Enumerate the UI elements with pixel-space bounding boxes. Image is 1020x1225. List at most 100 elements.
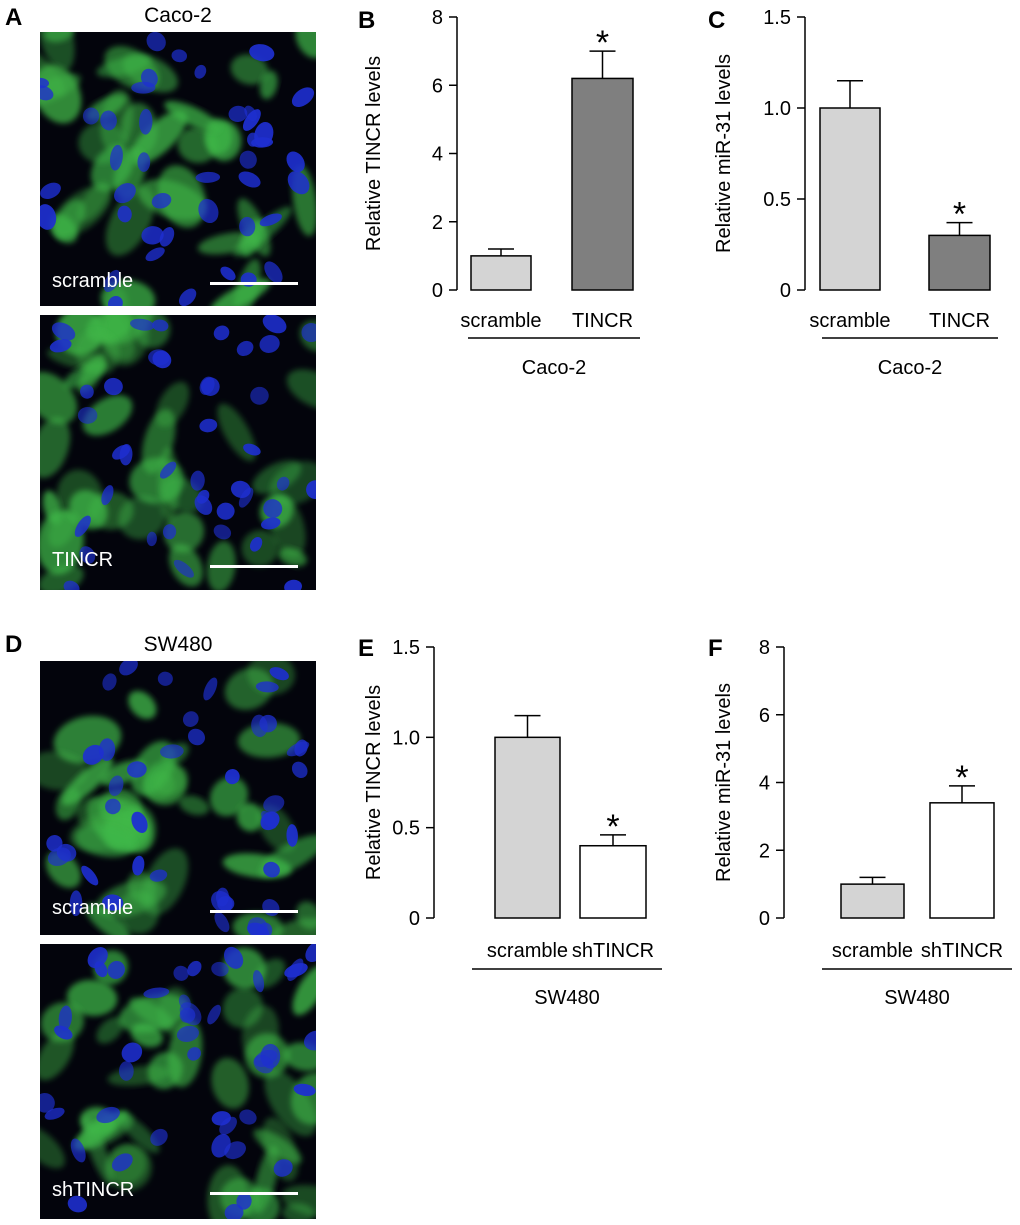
nucleus: [182, 711, 199, 727]
cytoplasm-region: [278, 547, 307, 567]
bar: [819, 107, 881, 291]
cytoplasm-region: [118, 993, 189, 1033]
nucleus: [230, 480, 251, 498]
nucleus: [215, 887, 229, 907]
nucleus: [63, 580, 80, 590]
nucleus: [67, 1195, 88, 1213]
nucleus: [236, 340, 254, 357]
nucleus: [117, 205, 132, 223]
y-tick-label: 0.5: [763, 189, 791, 211]
cytoplasm-region: [85, 903, 131, 935]
nucleus: [143, 987, 170, 999]
nucleus: [119, 661, 138, 676]
y-tick-label: 4: [432, 144, 443, 166]
nucleus: [146, 531, 157, 547]
nucleus: [239, 1109, 257, 1125]
bar: [470, 255, 532, 291]
y-axis-label: Relative miR-31 levels: [713, 683, 735, 882]
y-tick-label: 1.0: [392, 727, 420, 749]
nucleus: [286, 151, 305, 173]
panel-letter: C: [708, 7, 725, 34]
cytoplasm-region: [82, 394, 133, 436]
micrograph-sw480-scramble: scramble: [40, 661, 316, 935]
nucleus: [69, 890, 83, 917]
cytoplasm-region: [66, 979, 118, 1017]
cytoplasm-region: [40, 417, 71, 478]
nucleus: [263, 795, 285, 813]
cytoplasm-region: [210, 278, 271, 306]
category-label: scramble: [460, 310, 541, 332]
cytoplasm-region: [130, 110, 188, 165]
y-tick-label: 0: [759, 908, 770, 930]
y-tick-label: 1.5: [763, 7, 791, 29]
cytoplasm-region: [77, 353, 106, 394]
panel-letter: E: [358, 635, 374, 662]
cytoplasm-region: [155, 381, 190, 428]
nucleus: [195, 171, 221, 183]
nucleus: [159, 227, 175, 247]
nucleus: [187, 728, 206, 746]
cytoplasm-region: [217, 403, 256, 462]
micrograph-label: shTINCR: [52, 1179, 135, 1201]
nucleus: [51, 322, 76, 341]
nucleus: [242, 109, 261, 131]
nucleus: [199, 376, 215, 395]
nucleus: [224, 1203, 244, 1219]
cytoplasm-region: [40, 1125, 66, 1169]
nucleus: [104, 377, 123, 396]
nucleus: [108, 775, 124, 796]
y-tick-label: 0: [409, 908, 420, 930]
nucleus: [249, 44, 275, 62]
cytoplasm-region: [259, 70, 278, 100]
scale-bar: [210, 910, 298, 913]
cytoplasm-region: [209, 776, 249, 817]
significance-marker: *: [606, 808, 619, 846]
y-tick-label: 2: [432, 212, 443, 234]
nucleus: [79, 546, 96, 564]
y-axis-label: Relative TINCR levels: [363, 685, 385, 880]
nucleus: [261, 517, 281, 530]
cytoplasm-region: [128, 690, 157, 720]
micrograph-caco2-scramble: scramble: [40, 32, 316, 306]
cytoplasm-region: [40, 371, 78, 424]
nucleus: [152, 319, 169, 332]
nucleus: [287, 171, 310, 195]
category-label: TINCR: [572, 310, 633, 332]
micrograph-label: TINCR: [52, 549, 114, 571]
cytoplasm-region: [164, 100, 221, 132]
nucleus: [159, 744, 184, 759]
nucleus: [40, 204, 57, 230]
nucleus: [107, 960, 125, 979]
nucleus: [87, 947, 108, 969]
nucleus: [259, 714, 277, 733]
cytoplasm-region: [118, 495, 166, 540]
nucleus: [213, 325, 230, 341]
bar: [929, 802, 995, 919]
nucleus: [149, 869, 168, 882]
y-tick-label: 2: [759, 840, 770, 862]
nucleus: [213, 524, 232, 540]
nucleus: [198, 198, 219, 224]
nucleus: [130, 318, 155, 331]
cytoplasm-region: [178, 795, 210, 816]
cytoplasm-region: [264, 1070, 316, 1137]
nucleus: [49, 339, 72, 353]
nucleus: [284, 579, 302, 590]
nucleus: [253, 1054, 274, 1074]
y-tick-label: 1.5: [392, 637, 420, 659]
significance-marker: *: [596, 24, 609, 62]
nucleus: [141, 226, 164, 245]
bar: [579, 844, 647, 919]
nucleus: [173, 559, 194, 578]
nucleus: [121, 1042, 143, 1063]
cytoplasm-region: [100, 279, 156, 306]
panel-letter-a: A: [5, 4, 23, 31]
category-label: scramble: [487, 940, 568, 962]
group-label: SW480: [534, 987, 600, 1009]
nucleus: [102, 894, 124, 911]
y-tick-label: 0: [780, 280, 791, 302]
cytoplasm-region: [40, 1030, 75, 1081]
nucleus: [40, 182, 61, 199]
bar: [928, 234, 991, 291]
nucleus: [103, 269, 121, 293]
